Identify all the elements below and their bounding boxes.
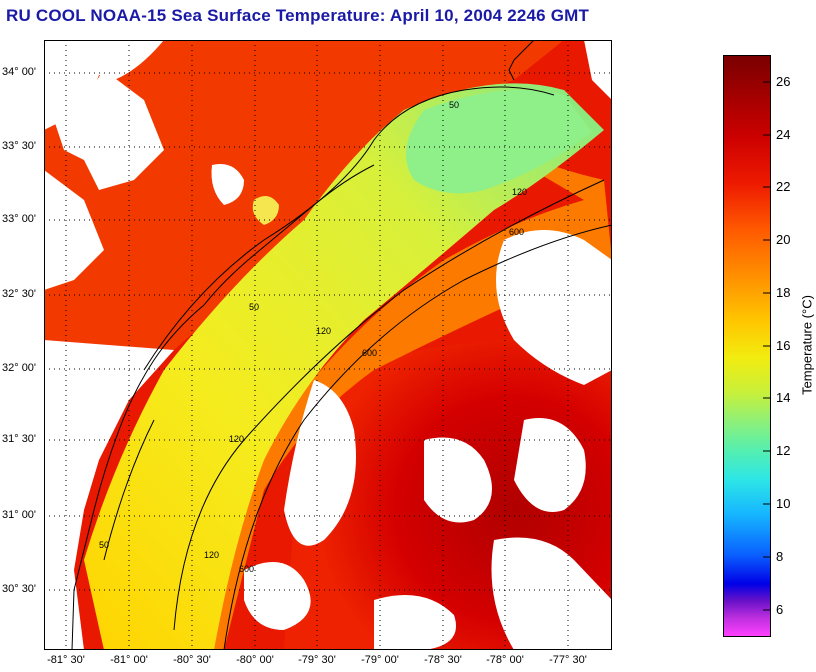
cloud-mask <box>496 230 612 385</box>
latitude-label: 33° 00' <box>2 213 37 225</box>
latitude-label: 31° 30' <box>2 433 37 445</box>
colorbar-tick-label: 12 <box>776 443 791 458</box>
isobath-50 <box>143 86 555 371</box>
latitude-label: 34° 00' <box>2 66 37 78</box>
shelf-water <box>84 83 604 650</box>
sst-map-canvas: 50 50 50 120 120 120 120 600 600 600 <box>44 40 612 650</box>
cloud-mask <box>284 380 356 546</box>
colorbar-tick-label: 6 <box>776 602 784 617</box>
isobath-label: 600 <box>362 348 377 358</box>
longitude-label: -77° 30' <box>549 654 587 666</box>
longitude-label: -79° 30' <box>298 654 336 666</box>
map-title: RU COOL NOAA-15 Sea Surface Temperature:… <box>6 6 590 25</box>
longitude-label: -78° 30' <box>424 654 462 666</box>
cool-water-north <box>406 90 592 194</box>
cloud-mask <box>491 537 612 650</box>
isobath-label: 600 <box>239 564 254 574</box>
graticule <box>44 40 612 650</box>
longitude-label: -78° 00' <box>486 654 524 666</box>
isobath-label: 50 <box>99 540 109 550</box>
cloud-mask <box>44 170 104 290</box>
colorbar-tick-label: 26 <box>776 74 791 89</box>
colorbar-ticks <box>763 81 771 611</box>
latitude-label: 33° 30' <box>2 140 37 152</box>
cloud-mask <box>244 562 311 630</box>
latitude-label: 31° 00' <box>2 509 37 521</box>
longitude-label: -81° 30' <box>47 654 85 666</box>
land-mask <box>584 40 612 100</box>
latitude-label: 30° 30' <box>2 583 37 595</box>
latitude-label: 32° 00' <box>2 362 37 374</box>
cloud-mask <box>54 70 164 190</box>
transition-band <box>194 100 612 650</box>
colorbar-tick-label: 24 <box>776 127 791 142</box>
isobath-120 <box>173 179 605 631</box>
colorbar-tick-label: 8 <box>776 549 784 564</box>
isobath-label: 50 <box>249 302 259 312</box>
colorbar-tick-label: 14 <box>776 390 791 405</box>
isobath-label: 50 <box>449 100 459 110</box>
isobath-50 <box>103 419 155 561</box>
sst-map: 50 50 50 120 120 120 120 600 600 600 <box>44 40 612 650</box>
map-frame <box>44 40 612 650</box>
longitude-label: -80° 00' <box>236 654 274 666</box>
longitude-label: -80° 30' <box>173 654 211 666</box>
land-mask <box>44 340 174 650</box>
cloud-mask <box>211 164 244 205</box>
longitude-label: -79° 00' <box>361 654 399 666</box>
warm-nearshore-north <box>44 40 564 350</box>
colorbar-tick-label: 22 <box>776 179 791 194</box>
isobath-label: 120 <box>512 187 527 197</box>
cloud-mask <box>424 437 492 523</box>
longitude-label: -81° 00' <box>110 654 148 666</box>
colorbar-tick-label: 10 <box>776 496 791 511</box>
coastline <box>508 40 535 81</box>
latitude-label: 32° 30' <box>2 288 37 300</box>
cool-patch <box>252 196 279 225</box>
colorbar-label: Temperature (°C) <box>799 295 815 395</box>
isobath-label: 120 <box>229 434 244 444</box>
isobath-label: 600 <box>509 227 524 237</box>
colorbar-tick-label: 18 <box>776 285 791 300</box>
cloud-mask <box>44 40 164 130</box>
isobath-600 <box>223 224 612 650</box>
cloud-mask <box>374 595 456 650</box>
cloud-mask <box>514 418 586 512</box>
colorbar-tick-label: 16 <box>776 338 791 353</box>
isobath-label: 120 <box>316 326 331 336</box>
coastline <box>71 164 375 650</box>
isobath-label: 120 <box>204 550 219 560</box>
colorbar-tick-label: 20 <box>776 232 791 247</box>
